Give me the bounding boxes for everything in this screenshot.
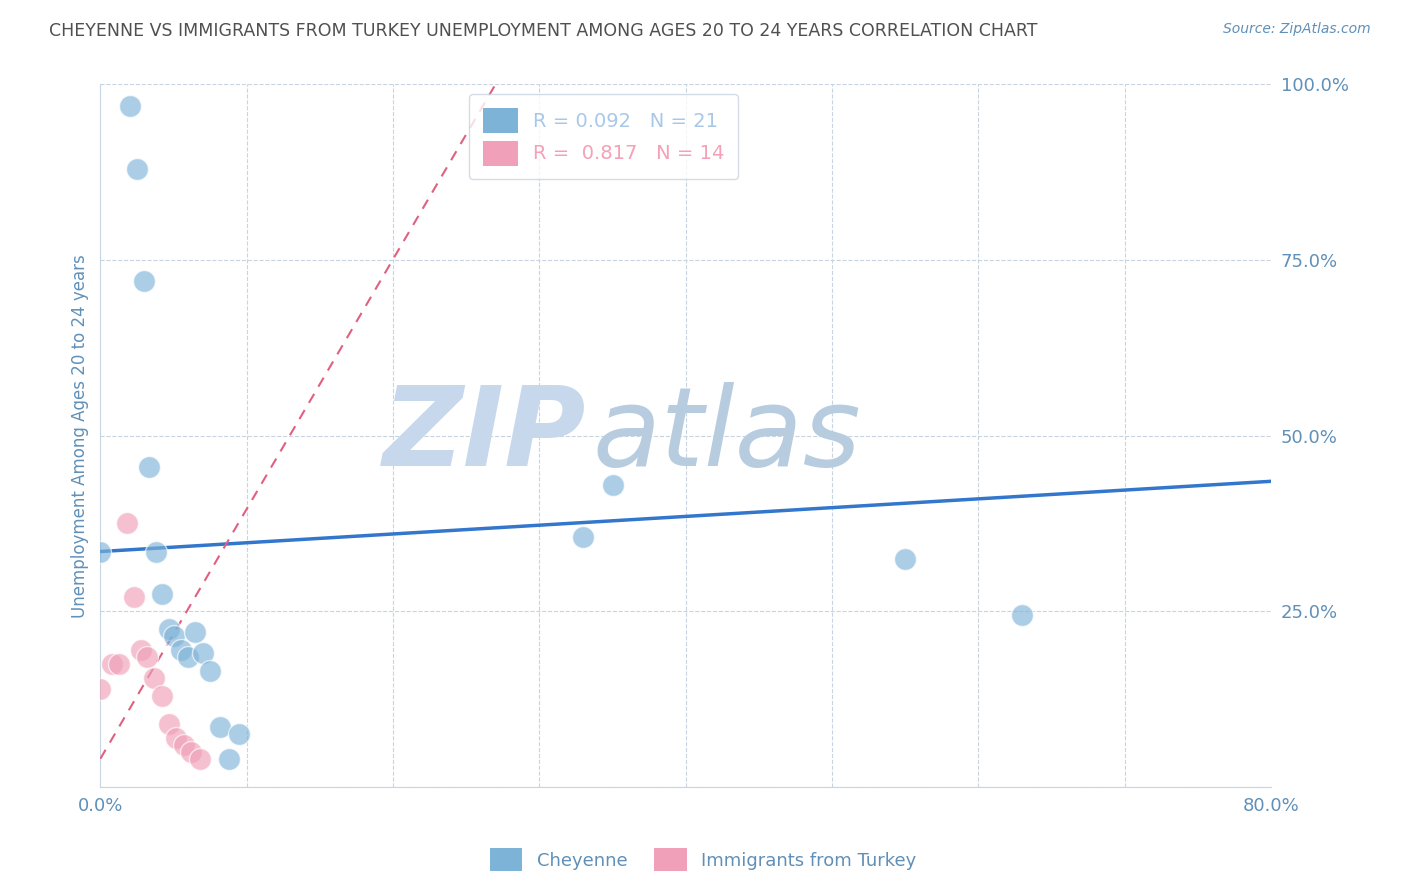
- Point: [170, 643, 193, 657]
- Point: [184, 625, 207, 640]
- Text: CHEYENNE VS IMMIGRANTS FROM TURKEY UNEMPLOYMENT AMONG AGES 20 TO 24 YEARS CORREL: CHEYENNE VS IMMIGRANTS FROM TURKEY UNEMP…: [49, 22, 1038, 40]
- Point: [162, 629, 184, 643]
- Y-axis label: Unemployment Among Ages 20 to 24 years: Unemployment Among Ages 20 to 24 years: [72, 253, 89, 617]
- Point: [131, 643, 153, 657]
- Point: [89, 544, 111, 558]
- Point: [136, 649, 159, 664]
- Point: [173, 738, 195, 752]
- Point: [188, 752, 211, 766]
- Point: [150, 689, 173, 703]
- Point: [572, 531, 595, 545]
- Point: [138, 460, 160, 475]
- Point: [125, 161, 148, 176]
- Legend: R = 0.092   N = 21, R =  0.817   N = 14: R = 0.092 N = 21, R = 0.817 N = 14: [470, 95, 738, 179]
- Point: [894, 551, 917, 566]
- Point: [108, 657, 131, 671]
- Point: [191, 646, 214, 660]
- Point: [177, 649, 200, 664]
- Point: [143, 671, 166, 685]
- Point: [602, 478, 624, 492]
- Point: [209, 720, 232, 734]
- Point: [157, 622, 180, 636]
- Point: [122, 590, 145, 604]
- Point: [228, 727, 250, 741]
- Text: Source: ZipAtlas.com: Source: ZipAtlas.com: [1223, 22, 1371, 37]
- Point: [150, 587, 173, 601]
- Point: [89, 681, 111, 696]
- Point: [180, 745, 202, 759]
- Text: ZIP: ZIP: [382, 382, 586, 489]
- Point: [165, 731, 187, 745]
- Point: [118, 98, 141, 112]
- Point: [198, 664, 221, 678]
- Point: [157, 716, 180, 731]
- Text: atlas: atlas: [592, 382, 860, 489]
- Point: [101, 657, 124, 671]
- Point: [218, 752, 240, 766]
- Legend: Cheyenne, Immigrants from Turkey: Cheyenne, Immigrants from Turkey: [482, 841, 924, 879]
- Point: [134, 274, 156, 288]
- Point: [145, 544, 167, 558]
- Point: [115, 516, 138, 531]
- Point: [1011, 607, 1033, 622]
